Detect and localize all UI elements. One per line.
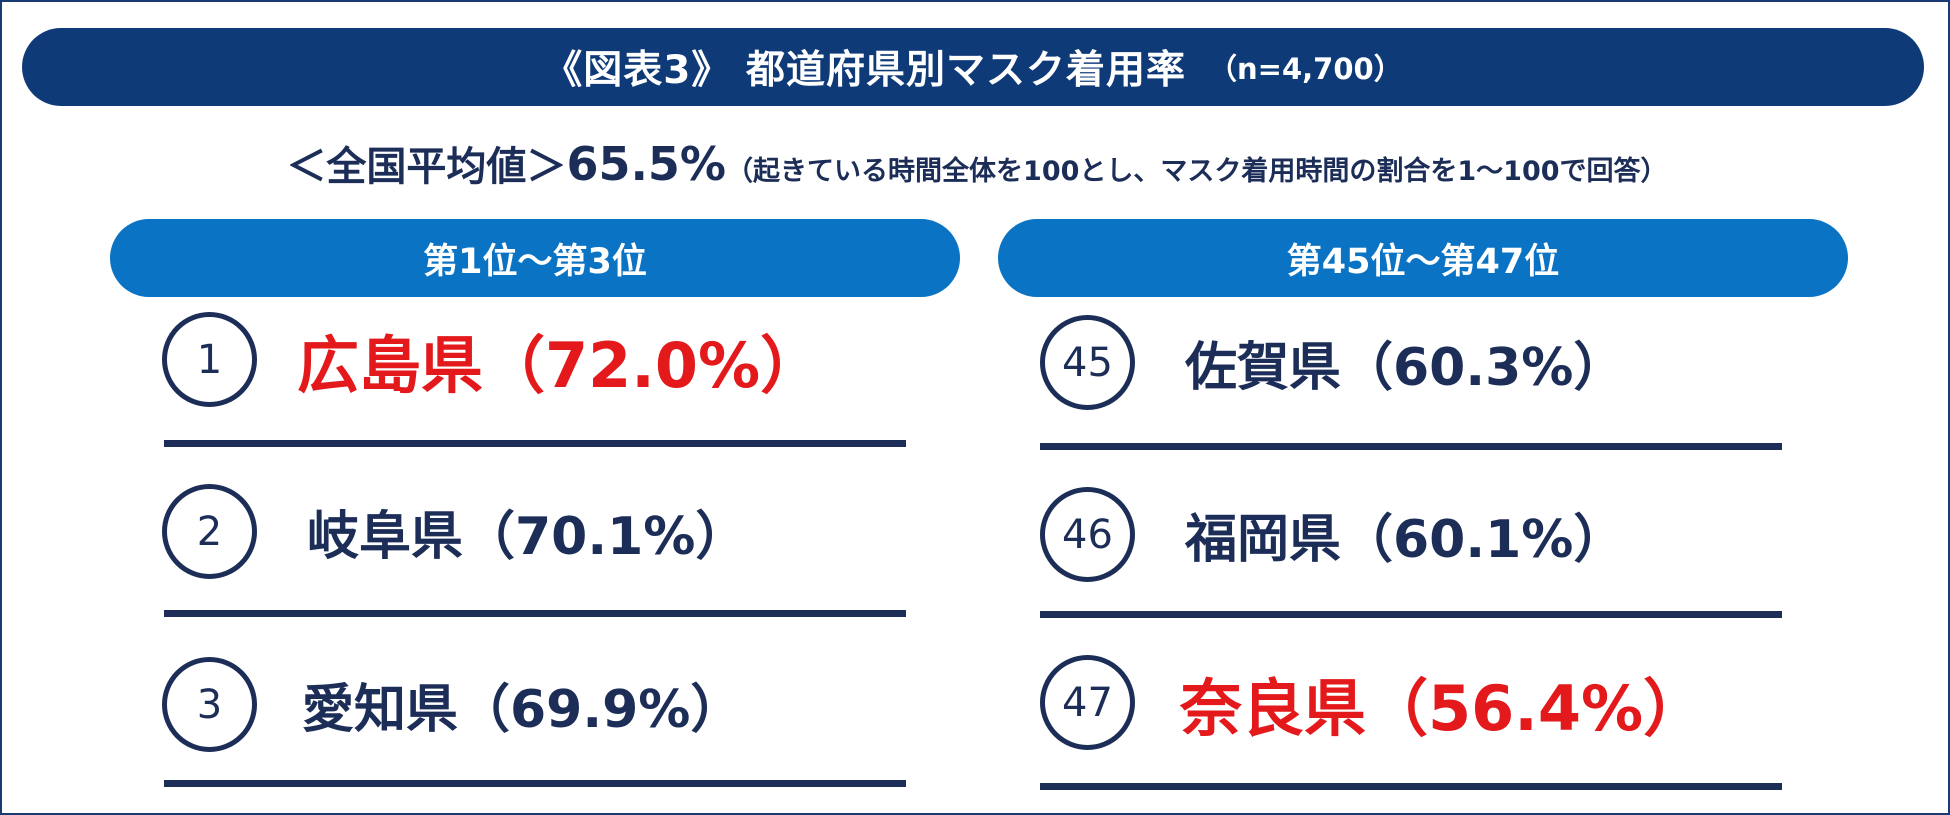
row-divider — [1040, 443, 1782, 450]
sample-size: （n=4,700） — [1208, 52, 1403, 86]
bottom-rank-item: 46 福岡県（60.1%） — [1040, 487, 1840, 597]
rank-label: 岐阜県（70.1%） — [307, 507, 748, 567]
rank-label: 愛知県（69.9%） — [302, 680, 743, 740]
title-banner: 《図表3》 都道府県別マスク着用率 （n=4,700） — [22, 28, 1924, 106]
top-rank-item: 1 広島県（72.0%） — [162, 312, 962, 422]
national-average-value: 65.5% — [566, 137, 727, 191]
row-divider — [164, 780, 906, 787]
bottom-rank-item: 45 佐賀県（60.3%） — [1040, 315, 1840, 425]
row-divider — [164, 610, 906, 617]
national-average-line: ＜全国平均値＞65.5%（起きている時間全体を100とし、マスク着用時間の割合を… — [2, 134, 1950, 192]
national-average-label: ＜全国平均値＞ — [286, 144, 567, 190]
rank-label: 奈良県（56.4%） — [1180, 671, 1706, 745]
bottom-rank-item: 47 奈良県（56.4%） — [1040, 655, 1840, 765]
figure-title: 《図表3》 都道府県別マスク着用率 — [543, 48, 1187, 93]
row-divider — [164, 440, 906, 447]
rank-badge: 3 — [162, 657, 257, 752]
national-average-note: （起きている時間全体を100とし、マスク着用時間の割合を1～100で回答） — [726, 156, 1668, 187]
top-rank-item: 3 愛知県（69.9%） — [162, 657, 962, 767]
top-rank-item: 2 岐阜県（70.1%） — [162, 484, 962, 594]
top-group-header: 第1位～第3位 — [110, 219, 960, 297]
rank-badge: 2 — [162, 484, 257, 579]
rank-label: 福岡県（60.1%） — [1185, 510, 1626, 570]
rank-badge: 47 — [1040, 655, 1135, 750]
rank-badge: 46 — [1040, 487, 1135, 582]
rank-label: 佐賀県（60.3%） — [1185, 338, 1626, 398]
rank-badge: 1 — [162, 312, 257, 407]
bottom-group-header: 第45位～第47位 — [998, 219, 1848, 297]
row-divider — [1040, 611, 1782, 618]
row-divider — [1040, 783, 1782, 790]
rank-label: 広島県（72.0%） — [297, 328, 823, 402]
rank-badge: 45 — [1040, 315, 1135, 410]
